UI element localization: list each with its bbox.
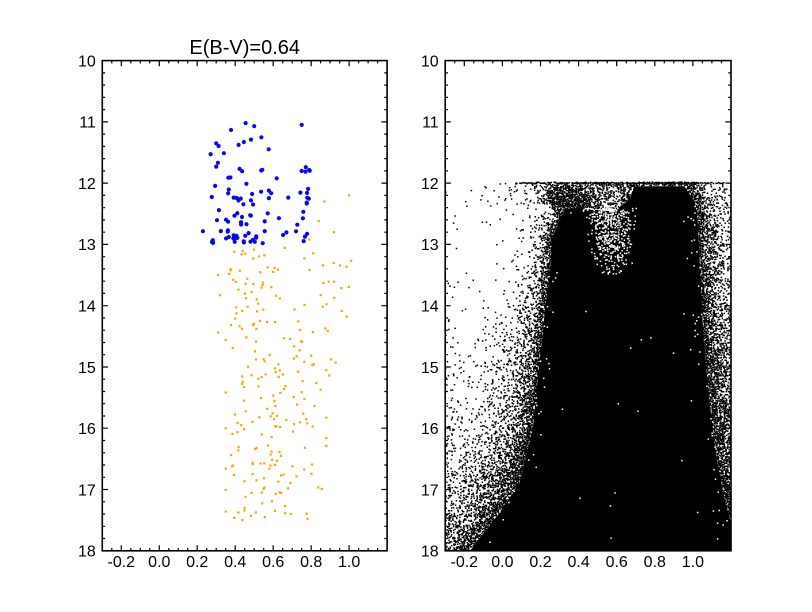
- svg-text:1.0: 1.0: [338, 554, 360, 571]
- svg-text:1.0: 1.0: [682, 554, 704, 571]
- svg-text:16: 16: [78, 421, 96, 438]
- svg-text:11: 11: [422, 115, 439, 132]
- svg-text:0.6: 0.6: [262, 554, 284, 571]
- svg-text:18: 18: [421, 544, 439, 561]
- svg-text:-0.2: -0.2: [108, 554, 136, 571]
- svg-text:15: 15: [421, 360, 439, 377]
- svg-text:10: 10: [421, 53, 439, 70]
- svg-text:17: 17: [421, 482, 439, 499]
- svg-text:14: 14: [78, 299, 96, 316]
- svg-text:14: 14: [421, 299, 439, 316]
- svg-text:11: 11: [79, 115, 96, 132]
- svg-text:0.8: 0.8: [644, 554, 666, 571]
- svg-text:0.4: 0.4: [567, 554, 589, 571]
- svg-text:17: 17: [78, 482, 96, 499]
- svg-text:13: 13: [421, 237, 439, 254]
- svg-text:0.4: 0.4: [224, 554, 246, 571]
- svg-text:0.2: 0.2: [529, 554, 551, 571]
- svg-text:10: 10: [78, 53, 96, 70]
- svg-text:0.0: 0.0: [148, 554, 170, 571]
- svg-text:-0.2: -0.2: [451, 554, 479, 571]
- svg-text:0.8: 0.8: [300, 554, 322, 571]
- svg-text:E(B-V)=0.64: E(B-V)=0.64: [189, 37, 300, 59]
- svg-text:12: 12: [421, 176, 439, 193]
- svg-text:12: 12: [78, 176, 96, 193]
- svg-text:0.2: 0.2: [186, 554, 208, 571]
- svg-text:13: 13: [78, 237, 96, 254]
- svg-text:15: 15: [78, 360, 96, 377]
- svg-text:0.0: 0.0: [491, 554, 513, 571]
- svg-text:16: 16: [421, 421, 439, 438]
- svg-text:18: 18: [78, 544, 96, 561]
- svg-text:0.6: 0.6: [606, 554, 628, 571]
